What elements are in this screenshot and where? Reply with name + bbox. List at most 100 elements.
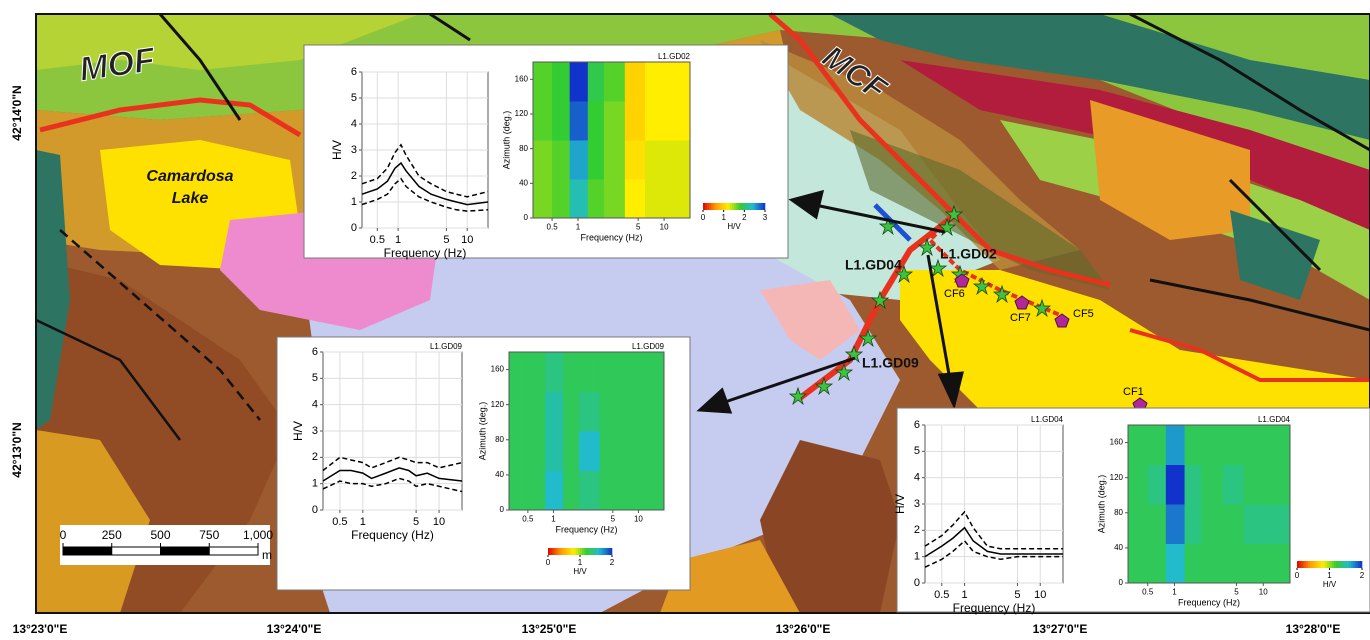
colorbar-segment	[569, 548, 571, 555]
colorbar-segment	[720, 203, 722, 210]
y-axis-label: H/V	[291, 421, 305, 441]
chart-title: L1.GD09	[430, 342, 463, 351]
heat-cell	[533, 179, 553, 219]
heat-cell	[645, 62, 691, 102]
longitude-label: 13°23'0"E	[13, 622, 68, 636]
colorbar-segment	[1334, 561, 1336, 568]
heat-cell	[579, 392, 600, 432]
colorbar-label: 0	[1295, 571, 1300, 580]
scale-segment	[63, 547, 112, 555]
y-tick-label: 0	[914, 577, 920, 589]
heat-cell	[1201, 425, 1223, 465]
heat-cell	[604, 62, 625, 102]
colorbar-segment	[578, 548, 580, 555]
x-tick-label: 10	[634, 514, 643, 523]
latitude-label: 42°14'0"N	[10, 85, 24, 140]
colorbar-segment	[1301, 561, 1303, 568]
y-tick-label: 160	[515, 74, 529, 83]
x-tick-label: 5	[1014, 589, 1020, 601]
heat-cell	[1166, 425, 1185, 465]
heat-cell	[604, 179, 625, 219]
x-axis-label: Frequency (Hz)	[1178, 597, 1240, 607]
y-axis-label: H/V	[893, 494, 907, 514]
colorbar-segment	[1347, 561, 1349, 568]
colorbar-segment	[1338, 561, 1340, 568]
x-tick-label: 0.5	[332, 516, 347, 528]
heat-cell	[533, 140, 553, 180]
longitude-label: 13°25'0"E	[522, 622, 577, 636]
x-tick-label: 10	[660, 222, 669, 231]
heat-cell	[645, 179, 691, 219]
colorbar-segment	[582, 548, 584, 555]
y-axis-label: Azimuth (deg.)	[477, 402, 487, 461]
heat-cell	[1128, 504, 1148, 544]
colorbar-label: 1	[1327, 571, 1332, 580]
heat-cell	[509, 471, 528, 511]
colorbar-segment	[1358, 561, 1360, 568]
colorbar-segment	[1349, 561, 1351, 568]
colorbar-label: 1	[721, 213, 726, 222]
y-tick-label: 40	[1114, 543, 1123, 552]
map: MOF MCF L1.GD02 L1.GD04 L1.GD09 CF6 CF7 …	[0, 0, 1370, 640]
y-tick-label: 6	[351, 66, 357, 78]
x-tick-label: 1	[1172, 587, 1177, 596]
colorbar-segment	[1321, 561, 1323, 568]
heat-cell	[625, 62, 646, 102]
chart-title: L1.GD04	[1031, 415, 1064, 424]
colorbar-segment	[709, 203, 711, 210]
x-tick-label: 5	[611, 514, 616, 523]
colorbar-label: 0	[701, 213, 706, 222]
colorbar-segment	[561, 548, 563, 555]
x-tick-label: 10	[1259, 587, 1268, 596]
y-tick-label: 160	[1110, 438, 1124, 447]
heat-cell	[1166, 504, 1185, 544]
colorbar-segment	[586, 548, 588, 555]
longitude-label: 13°28'0"E	[1286, 622, 1341, 636]
colorbar-segment	[753, 203, 755, 210]
heat-cell	[588, 62, 605, 102]
colorbar-segment	[1330, 561, 1332, 568]
longitude-label: 13°26'0"E	[776, 622, 831, 636]
x-tick-label: 0.5	[934, 589, 949, 601]
heat-cell	[533, 62, 553, 102]
page: MOF MCF L1.GD02 L1.GD04 L1.GD09 CF6 CF7 …	[0, 0, 1370, 640]
y-tick-label: 3	[312, 425, 318, 437]
colorbar-segment	[1299, 561, 1301, 568]
heat-cell	[600, 392, 620, 432]
colorbar-segment	[707, 203, 709, 210]
x-tick-label: 10	[461, 234, 473, 246]
colorbar-segment	[559, 548, 561, 555]
lake-label: Camardosa Lake	[140, 166, 240, 210]
colorbar-segment	[608, 548, 610, 555]
colorbar-segment	[761, 203, 763, 210]
colorbar-segment	[730, 203, 732, 210]
colorbar-segment	[591, 548, 593, 555]
colorbar-segment	[711, 203, 713, 210]
scale-label: 0	[60, 528, 67, 542]
heat-cell	[509, 352, 528, 392]
x-tick-label: 1	[395, 234, 401, 246]
heat-cell	[1223, 465, 1244, 505]
heat-cell	[1166, 465, 1185, 505]
colorbar-segment	[717, 203, 719, 210]
colorbar-segment	[1297, 561, 1299, 568]
y-tick-label: 120	[515, 109, 529, 118]
colorbar-segment	[732, 203, 734, 210]
heat-cell	[1128, 544, 1148, 584]
colorbar-segment	[1323, 561, 1325, 568]
colorbar-segment	[565, 548, 567, 555]
colorbar-segment	[755, 203, 757, 210]
heat-cell	[570, 140, 589, 180]
heat-cell	[645, 101, 691, 141]
x-tick-label: 5	[413, 516, 419, 528]
heat-cell	[625, 179, 646, 219]
heat-cell	[563, 431, 579, 471]
colorbar-segment	[1360, 561, 1362, 568]
colorbar-segment	[742, 203, 744, 210]
y-tick-label: 2	[312, 451, 318, 463]
colorbar-segment	[1317, 561, 1319, 568]
heat-cell	[579, 431, 600, 471]
scale-unit: m	[262, 548, 272, 562]
y-tick-label: 5	[914, 445, 920, 457]
heat-cell	[600, 431, 620, 471]
